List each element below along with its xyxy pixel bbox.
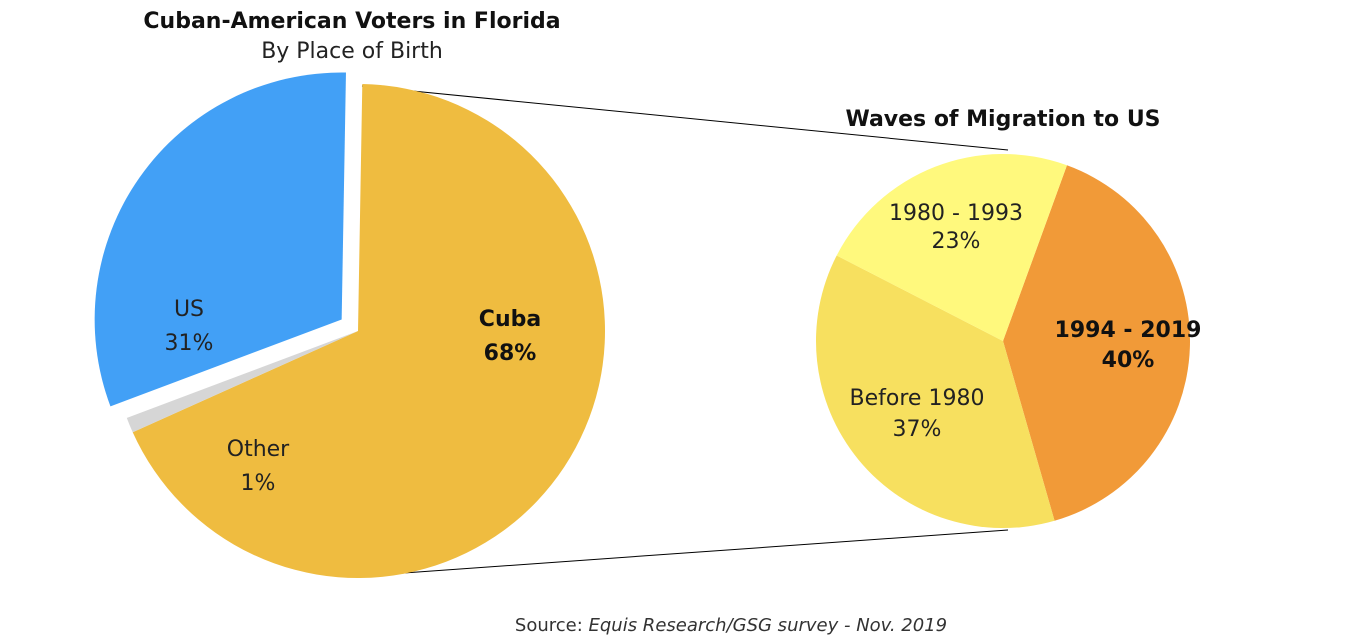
slice-label-cuba: Cuba (479, 307, 541, 332)
place-of-birth-pie (94, 72, 606, 579)
connector-line-bottom (361, 529, 1009, 577)
slice-label-before-1980: Before 1980 (850, 386, 985, 411)
pie-slice-cuba (132, 84, 606, 579)
pie-slice-1980-1993 (836, 154, 1067, 341)
slice-value-1980-1993: 23% (932, 229, 981, 254)
slice-value-us: 31% (165, 331, 214, 356)
slice-label-1994-2019: 1994 - 2019 (1055, 318, 1202, 343)
source-note: Source: Equis Research/GSG survey - Nov.… (515, 615, 947, 636)
pie-slice-us (94, 72, 346, 407)
slice-label-1980-1993: 1980 - 1993 (889, 201, 1023, 226)
slice-value-1994-2019: 40% (1102, 348, 1155, 373)
slice-value-other: 1% (241, 471, 276, 496)
pie-slice-other (126, 331, 358, 433)
main-chart-title: Cuban-American Voters in Florida (143, 9, 560, 34)
migration-waves-pie (815, 154, 1191, 529)
slice-value-before-1980: 37% (893, 417, 942, 442)
slice-label-other: Other (227, 437, 290, 462)
pie-slice-1994-2019 (1003, 165, 1191, 521)
slice-label-us: US (174, 297, 204, 322)
connector-line-top (361, 85, 1009, 151)
source-text: Equis Research/GSG survey - Nov. 2019 (589, 615, 948, 636)
pie-slice-before-1980 (815, 255, 1055, 529)
source-prefix: Source: (515, 615, 589, 636)
main-chart-subtitle: By Place of Birth (261, 39, 443, 64)
wave-chart-title: Waves of Migration to US (845, 107, 1160, 132)
slice-value-cuba: 68% (484, 341, 537, 366)
